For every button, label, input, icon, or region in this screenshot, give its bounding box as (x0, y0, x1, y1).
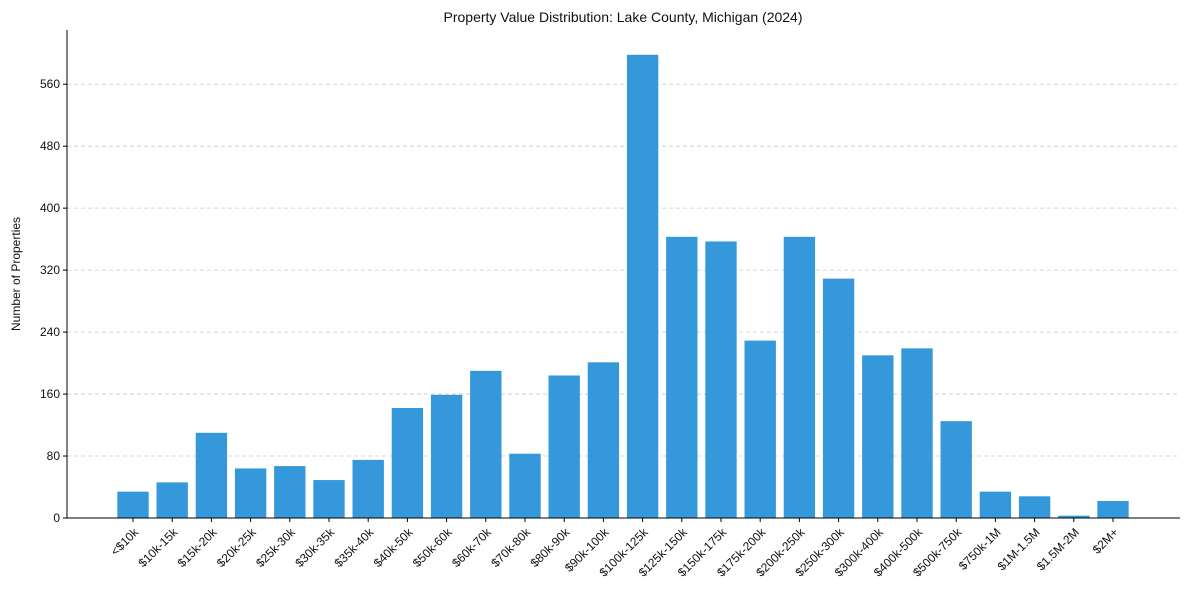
bar-7 (391, 408, 424, 518)
bar-13 (626, 54, 659, 519)
bar-0 (117, 491, 149, 518)
bar-23 (1018, 496, 1051, 518)
bar-5 (313, 480, 345, 518)
bar-15 (705, 241, 737, 518)
bar-16 (744, 340, 776, 518)
y-tick-label-240: 240 (40, 325, 60, 339)
x-tick-label-0: <$10k (108, 525, 142, 559)
x-ticks: <$10k$10k-15k$15k-20k$20k-25k$25k-30k$30… (108, 518, 1121, 579)
x-tick-label-10: $70k-80k (488, 525, 534, 571)
bar-17 (783, 236, 816, 519)
y-tick-label-480: 480 (40, 139, 60, 153)
x-tick-label-9: $60k-70k (449, 525, 495, 571)
bar-22 (979, 491, 1012, 518)
x-tick-label-24: $1.5M-2M (1034, 525, 1082, 573)
gridlines (67, 83, 1180, 457)
bar-12 (587, 362, 620, 518)
chart-title: Property Value Distribution: Lake County… (444, 9, 803, 25)
bar-19 (862, 355, 894, 518)
bar-6 (352, 459, 384, 518)
y-tick-label-80: 80 (47, 449, 61, 463)
bar-18 (822, 278, 855, 518)
bar-4 (274, 466, 306, 518)
y-tick-label-320: 320 (40, 263, 60, 277)
axes (66, 30, 1180, 519)
bar-14 (666, 236, 698, 519)
bar-1 (156, 482, 188, 518)
y-tick-label-560: 560 (40, 77, 60, 91)
bar-25 (1097, 500, 1129, 518)
x-tick-label-6: $35k-40k (332, 525, 378, 571)
x-tick-label-25: $2M+ (1090, 525, 1121, 556)
bar-11 (548, 375, 580, 518)
y-tick-label-160: 160 (40, 387, 60, 401)
y-tick-label-0: 0 (53, 511, 60, 525)
bars (117, 54, 1129, 519)
x-tick-label-4: $25k-30k (253, 525, 299, 571)
x-tick-label-8: $50k-60k (410, 525, 456, 571)
bar-9 (470, 370, 502, 518)
bar-3 (234, 468, 267, 518)
bar-21 (940, 421, 972, 518)
bar-20 (901, 348, 933, 518)
bar-2 (195, 432, 228, 518)
x-tick-label-5: $30k-35k (292, 525, 338, 571)
y-axis-label: Number of Properties (9, 217, 23, 331)
bar-10 (509, 453, 541, 518)
x-tick-label-1: $10k-15k (136, 525, 182, 571)
x-tick-label-2: $15k-20k (175, 525, 221, 571)
x-tick-label-7: $40k-50k (371, 525, 417, 571)
y-tick-label-400: 400 (40, 201, 60, 215)
y-ticks: 0 80 160 240 320 400 480 560 (40, 77, 67, 525)
bar-8 (430, 394, 463, 518)
x-tick-label-3: $20k-25k (214, 525, 260, 571)
bar-24 (1058, 515, 1090, 518)
